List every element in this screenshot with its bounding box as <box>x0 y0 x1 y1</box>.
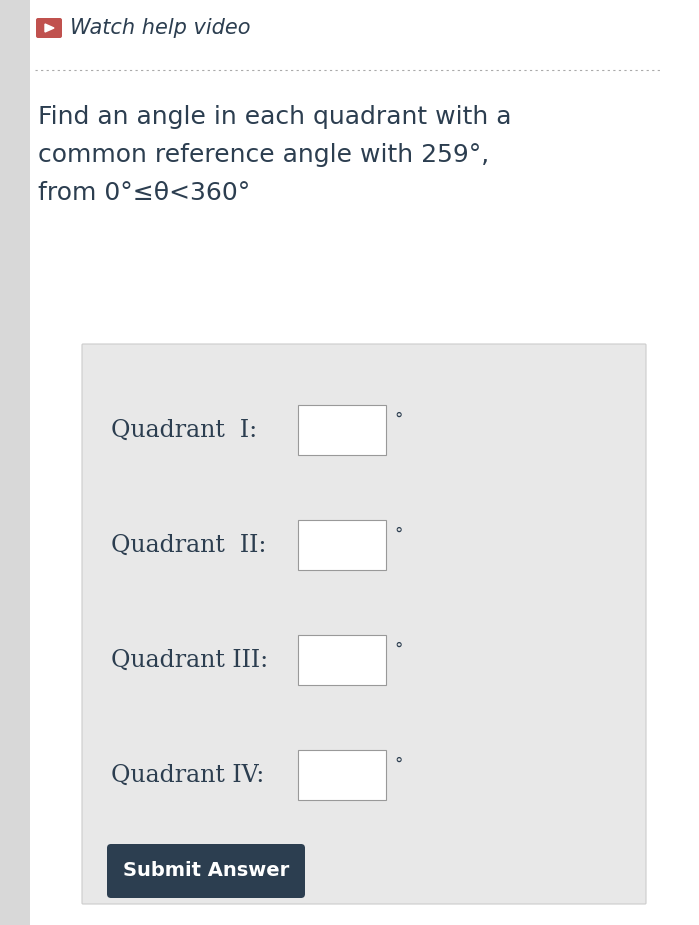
Bar <box>298 635 386 685</box>
Text: Quadrant  II:: Quadrant II: <box>111 534 266 557</box>
Text: Quadrant III:: Quadrant III: <box>111 648 268 672</box>
Text: Quadrant  I:: Quadrant I: <box>111 418 257 441</box>
Text: from 0°≤θ<360°: from 0°≤θ<360° <box>38 181 250 205</box>
FancyBboxPatch shape <box>36 18 62 38</box>
Text: Submit Answer: Submit Answer <box>123 861 289 881</box>
Text: °: ° <box>394 641 403 659</box>
Text: Watch help video: Watch help video <box>70 18 250 38</box>
Bar <box>298 405 386 455</box>
Text: °: ° <box>394 756 403 774</box>
Text: Find an angle in each quadrant with a: Find an angle in each quadrant with a <box>38 105 512 129</box>
FancyBboxPatch shape <box>82 344 646 904</box>
Text: °: ° <box>394 526 403 544</box>
Bar <box>0 0 30 925</box>
Polygon shape <box>45 24 54 32</box>
Text: Quadrant IV:: Quadrant IV: <box>111 763 264 786</box>
Bar <box>298 520 386 570</box>
Text: common reference angle with 259°,: common reference angle with 259°, <box>38 143 489 167</box>
Text: °: ° <box>394 411 403 429</box>
FancyBboxPatch shape <box>107 844 305 898</box>
Bar <box>298 750 386 800</box>
